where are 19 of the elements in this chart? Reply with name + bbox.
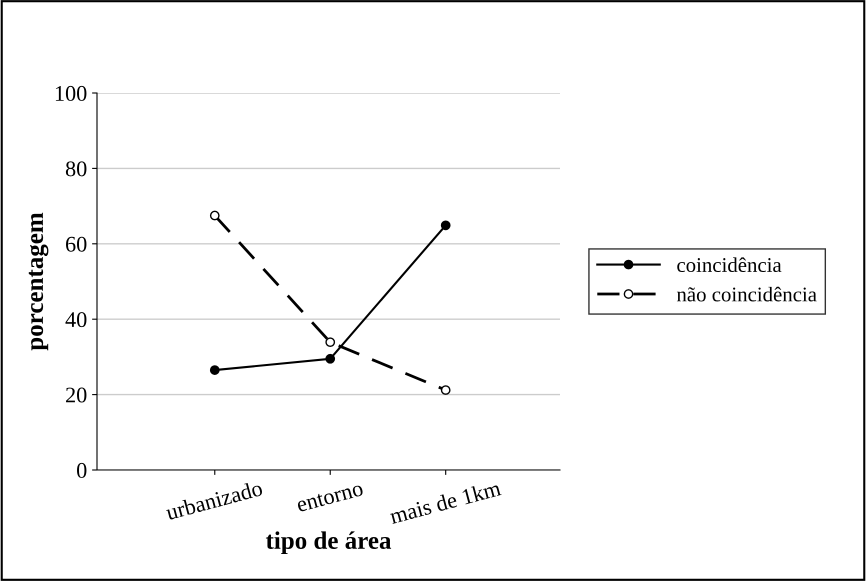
x-tick-label: entorno [296, 482, 364, 512]
y-tick-label: 20 [66, 388, 86, 403]
point [325, 354, 336, 364]
point [325, 337, 336, 348]
y-axis-title: porcentagem [28, 212, 48, 350]
x-tick-label: urbanizado [164, 480, 264, 520]
legend-label: coincidência [677, 257, 782, 272]
legend-label: não coincidência [676, 286, 817, 302]
y-tick-label: 80 [66, 161, 86, 176]
point [210, 210, 220, 220]
point [440, 220, 451, 230]
y-tick-label: 0 [77, 462, 86, 478]
x-axis-title: tipo de área [266, 531, 392, 554]
x-tick-label: mais de 1km [388, 480, 502, 524]
y-tick-label: 100 [56, 86, 86, 101]
point [440, 385, 451, 395]
y-tick-label: 60 [66, 236, 86, 252]
point [210, 365, 220, 375]
y-tick-label: 40 [65, 312, 86, 328]
